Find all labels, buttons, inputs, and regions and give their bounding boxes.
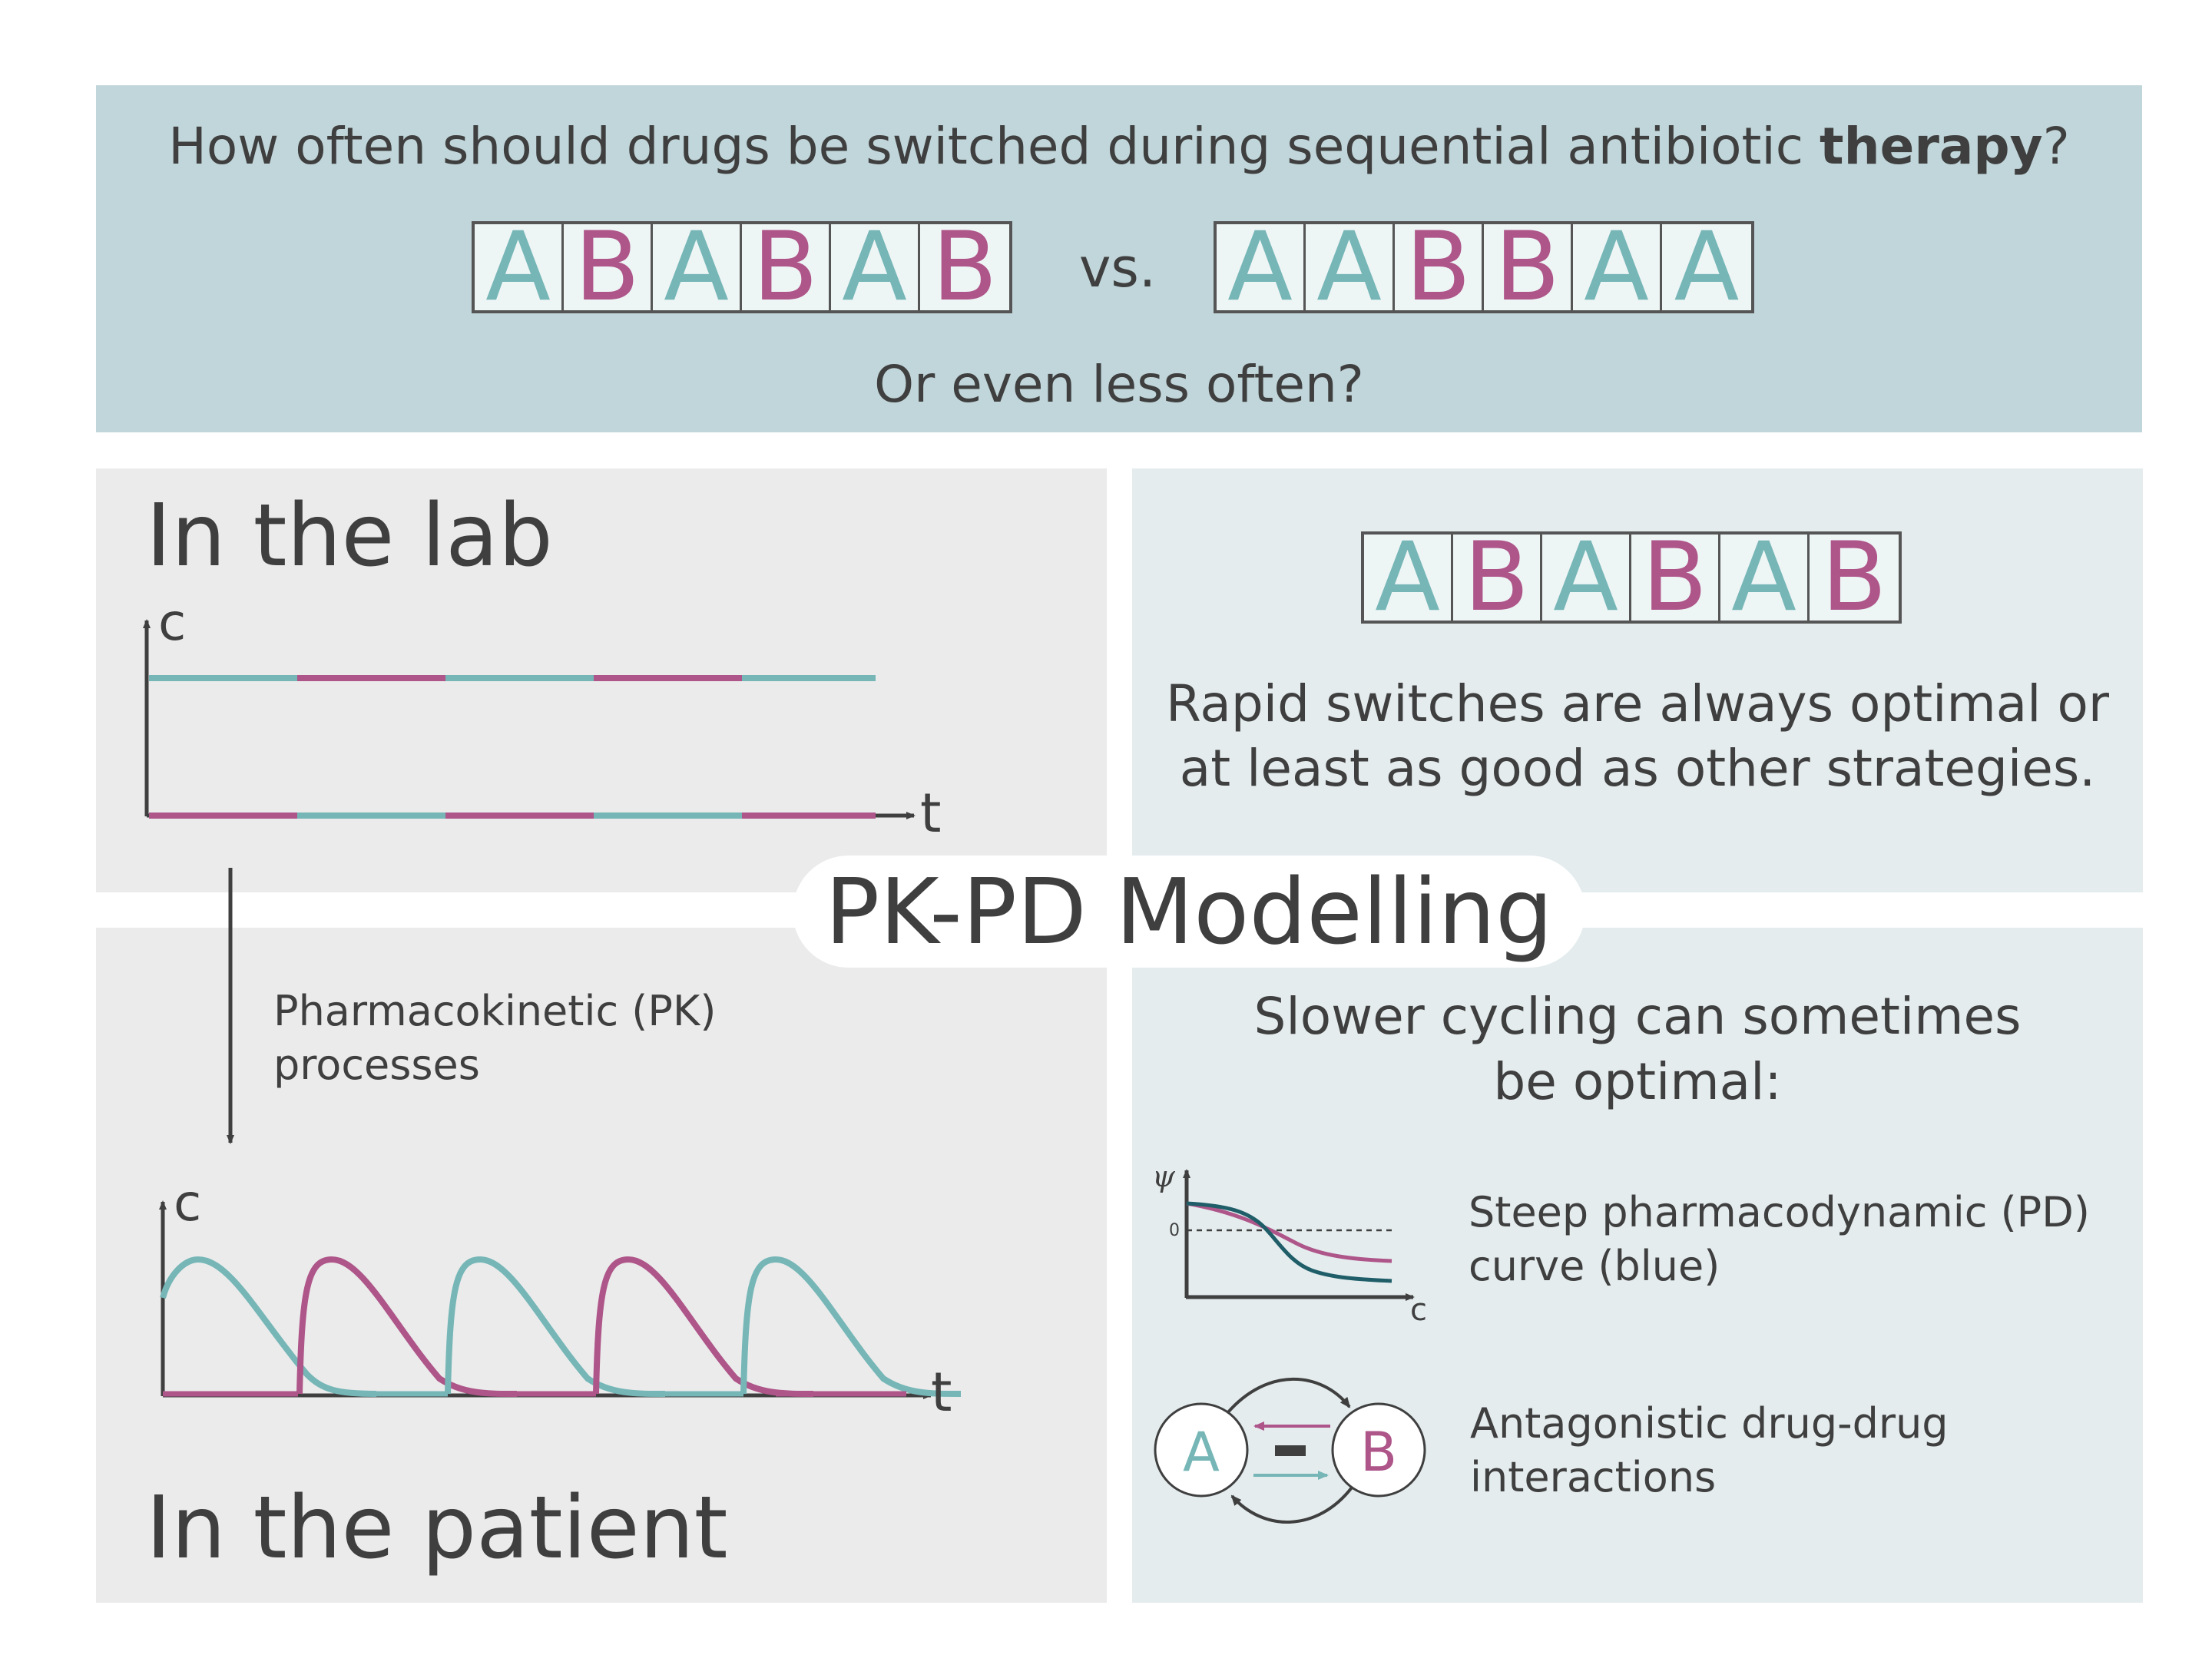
node-a-label: A bbox=[1183, 1421, 1220, 1484]
sequence-cell-a: A bbox=[831, 220, 920, 315]
vs-label: vs. bbox=[1079, 237, 1157, 300]
rapid-text-line1: Rapid switches are always optimal or bbox=[1165, 674, 2110, 733]
lab-title: In the lab bbox=[146, 486, 553, 586]
sequence-cell-b: B bbox=[932, 212, 998, 323]
patient-title: In the patient bbox=[146, 1478, 728, 1578]
sequence-cell-a: A bbox=[1306, 220, 1395, 315]
pd-zero-label: 0 bbox=[1169, 1221, 1180, 1240]
lab-x-axis-label: t bbox=[920, 782, 942, 845]
pd-y-axis-label: ψ bbox=[1152, 1160, 1175, 1193]
sequence-cell-a: A bbox=[475, 220, 564, 315]
question-mark: ? bbox=[2042, 117, 2070, 176]
slow-text-line2: be optimal: bbox=[1493, 1052, 1782, 1111]
sequence-cell-a: A bbox=[1542, 530, 1631, 625]
pk-label-line2: processes bbox=[273, 1041, 480, 1089]
sequence-cell-b: B bbox=[1395, 220, 1484, 315]
antagonism-text-line1: Antagonistic drug-drug bbox=[1470, 1399, 1949, 1448]
antagonism-text-line2: interactions bbox=[1470, 1453, 1717, 1501]
sequence-cell-b: B bbox=[564, 220, 653, 315]
patient-y-axis-label: c bbox=[174, 1173, 202, 1233]
node-b-label: B bbox=[1359, 1421, 1398, 1484]
sequence-cell-a: A bbox=[1364, 530, 1453, 625]
pd-text-line1: Steep pharmacodynamic (PD) bbox=[1469, 1188, 2090, 1236]
sequence-cell-a: A bbox=[1674, 212, 1740, 323]
rapid-text-line2: at least as good as other strategies. bbox=[1179, 739, 2096, 798]
top-banner bbox=[96, 85, 2142, 432]
question-text: How often should drugs be switched durin… bbox=[168, 117, 1820, 176]
question-bold-word: therapy bbox=[1820, 117, 2043, 176]
sequence-cell-b: B bbox=[1453, 530, 1542, 625]
sequence-cell-b: B bbox=[1821, 522, 1887, 633]
patient-x-axis-label: t bbox=[931, 1361, 952, 1424]
sequence-cell-b: B bbox=[1484, 220, 1573, 315]
sequence-cell-a: A bbox=[653, 220, 742, 315]
sequence-cell-b: B bbox=[1631, 530, 1720, 625]
main-question: How often should drugs be switched durin… bbox=[96, 117, 2142, 176]
pk-label-line1: Pharmacokinetic (PK) bbox=[273, 987, 717, 1035]
slow-text-line1: Slower cycling can sometimes bbox=[1253, 987, 2022, 1046]
sequence-cell-b: B bbox=[742, 220, 831, 315]
subquestion: Or even less often? bbox=[874, 355, 1364, 414]
sequence-cell-a: A bbox=[1217, 220, 1306, 315]
pd-x-axis-label: c bbox=[1410, 1292, 1427, 1328]
pkpd-modelling-label: PK-PD Modelling bbox=[793, 856, 1585, 968]
sequence-cell-a: A bbox=[1573, 220, 1662, 315]
sequence-cell-a: A bbox=[1720, 530, 1810, 625]
pd-text-line2: curve (blue) bbox=[1469, 1242, 1720, 1290]
lab-y-axis-label: c bbox=[158, 593, 187, 652]
